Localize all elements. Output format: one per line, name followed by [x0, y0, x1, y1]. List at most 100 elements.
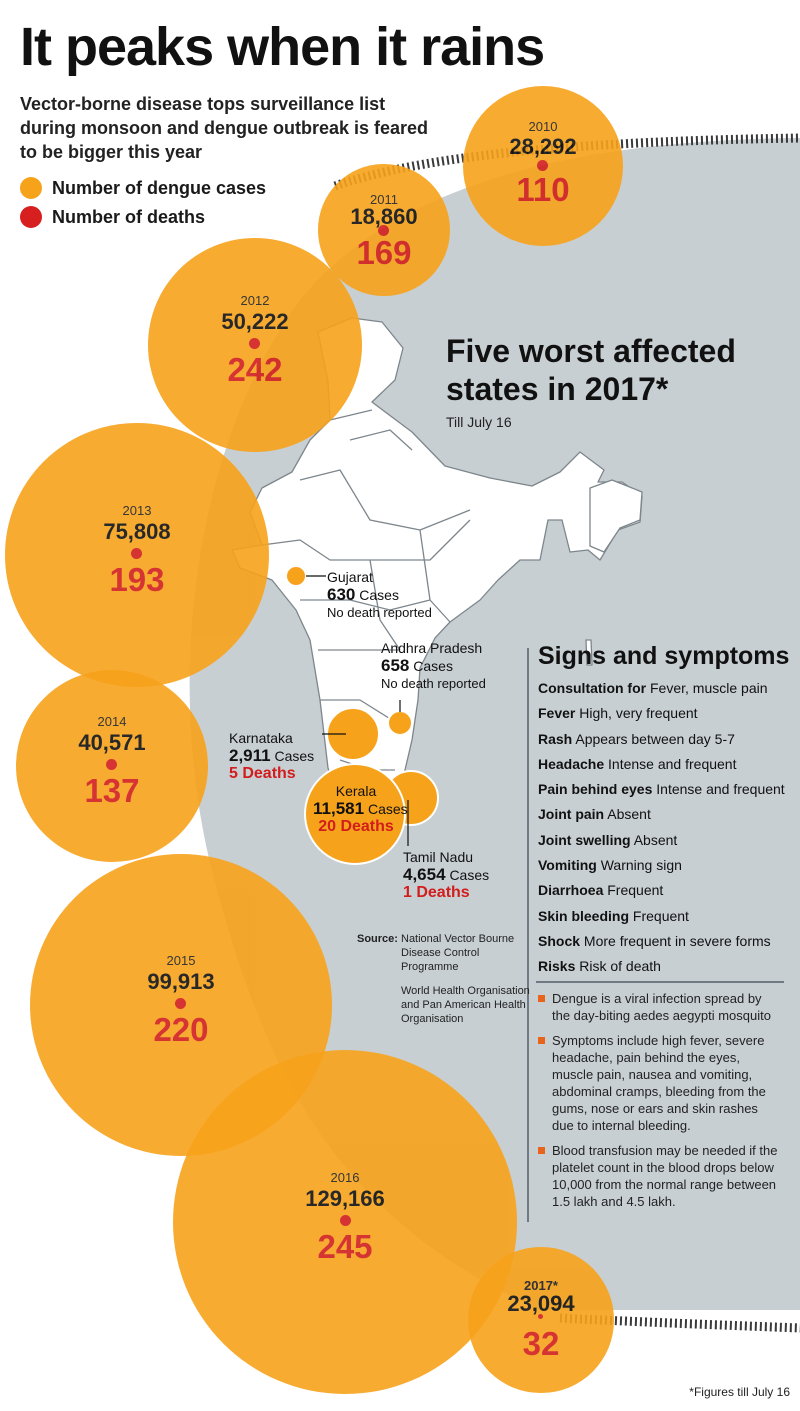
- symptoms-divider: [536, 981, 784, 983]
- state-name: Karnataka: [229, 730, 293, 746]
- state-cases: 4,654: [403, 865, 446, 884]
- bubble-deaths-label: 137: [84, 771, 140, 809]
- fact-text: Blood transfusion may be needed if the p…: [552, 1143, 778, 1209]
- symptom-name: Vomiting: [538, 857, 597, 874]
- bubble-year-label: 2017*: [524, 1277, 558, 1293]
- state-cases-unit: Cases: [449, 867, 490, 883]
- state-label-karnataka: Karnataka 2,911 Cases 5 Deaths: [229, 729, 314, 783]
- state-label-tamil-nadu: Tamil Nadu 4,654 Cases 1 Deaths: [403, 848, 489, 902]
- footnote: *Figures till July 16: [689, 1385, 790, 1399]
- page-title: It peaks when it rains: [20, 17, 545, 77]
- bubble-deaths-label: 110: [516, 171, 570, 209]
- legend-label-deaths: Number of deaths: [52, 207, 206, 227]
- bubble-cases-label: 75,808: [103, 518, 171, 544]
- symptom-name: Joint swelling: [538, 831, 631, 848]
- state-cases-unit: Cases: [274, 748, 315, 764]
- bubble-cases-label: 40,571: [78, 729, 146, 755]
- symptom-item: Joint pain Absent: [538, 802, 796, 827]
- bubble-year-label: 2010: [528, 119, 558, 135]
- symptom-item: Skin bleeding Frequent: [538, 904, 796, 929]
- bubble-death-dot: [538, 1314, 544, 1320]
- symptom-item: Risks Risk of death: [538, 954, 796, 979]
- state-name: Kerala: [335, 783, 377, 799]
- bubble-year-label: 2014: [97, 713, 127, 729]
- state-cases: 2,911: [229, 746, 271, 765]
- legend-swatch-deaths: [20, 206, 42, 228]
- bubble-death-dot: [175, 997, 187, 1009]
- source-item: National Vector Bourne Disease Control P…: [401, 933, 515, 973]
- state-cases: 11,581: [313, 799, 365, 818]
- bubble-death-dot: [339, 1215, 351, 1226]
- state-deaths: No death reported: [381, 676, 486, 691]
- symptom-item: Headache Intense and frequent: [538, 752, 796, 777]
- bubble-cases-label: 28,292: [509, 133, 577, 159]
- bubble-death-dot: [249, 337, 261, 349]
- fact-text: Symptoms include high fever, severe head…: [552, 1033, 766, 1133]
- fact-item: Symptoms include high fever, severe head…: [538, 1032, 778, 1134]
- symptom-value: Warning sign: [600, 857, 682, 874]
- bubble-deaths-label: 32: [522, 1324, 560, 1362]
- state-name: Gujarat: [327, 569, 373, 585]
- symptom-value: Appears between day 5-7: [575, 730, 735, 747]
- facts-list: Dengue is a viral infection spread by th…: [538, 990, 778, 1218]
- bubble-2013: 2013 75,808 193: [5, 423, 269, 687]
- state-cases: 630: [327, 585, 356, 604]
- page-subtitle: Vector-borne disease tops surveillance l…: [20, 94, 429, 162]
- bubble-cases-label: 129,166: [305, 1186, 385, 1211]
- symptom-value: Risk of death: [579, 958, 661, 975]
- state-deaths: No death reported: [327, 605, 432, 620]
- andaman-islands: [585, 639, 593, 666]
- symptom-name: Fever: [538, 705, 576, 722]
- bubble-2016: 2016 129,166 245: [173, 1050, 517, 1394]
- symptom-name: Rash: [538, 730, 573, 747]
- bubble-death-dot: [106, 758, 118, 770]
- map-subtitle: Till July 16: [446, 414, 512, 430]
- bubble-year-label: 2016: [330, 1170, 360, 1185]
- symptoms-list: Consultation for Fever, muscle pain Fever…: [538, 676, 796, 980]
- state-label-kerala: Kerala 11,581 Cases 20 Deaths: [313, 782, 408, 836]
- bubble-cases-label: 23,094: [507, 1290, 575, 1316]
- symptom-item: Diarrhoea Frequent: [538, 878, 796, 903]
- bubble-year-label: 2013: [122, 502, 152, 518]
- source-label: Source:: [357, 933, 398, 945]
- bubble-cases-label: 99,913: [147, 968, 215, 994]
- symptom-item: Rash Appears between day 5-7: [538, 727, 796, 752]
- fact-item: Blood transfusion may be needed if the p…: [538, 1142, 778, 1210]
- symptom-value: More frequent in severe forms: [583, 932, 771, 949]
- bubble-year-label: 2012: [240, 292, 270, 308]
- bubble-deaths-label: 169: [356, 234, 412, 272]
- symptom-value: Fever, muscle pain: [650, 680, 768, 696]
- symptom-value: Intense and frequent: [608, 755, 737, 772]
- symptom-value: Absent: [633, 831, 678, 848]
- source-item: World Health Organisation and Pan Americ…: [401, 985, 530, 1025]
- symptom-value: High, very frequent: [579, 705, 698, 722]
- bubble-death-dot: [378, 224, 390, 236]
- fact-text: Dengue is a viral infection spread by th…: [552, 991, 771, 1023]
- fact-item: Dengue is a viral infection spread by th…: [538, 990, 778, 1024]
- legend-swatch-cases: [20, 177, 42, 199]
- bubble-year-label: 2015: [166, 952, 196, 968]
- state-cases: 658: [381, 656, 410, 675]
- bullet-square-icon: [538, 995, 545, 1002]
- state-label-gujarat: Gujarat 630 Cases No death reported: [327, 568, 432, 622]
- symptom-value: Frequent: [607, 882, 664, 899]
- bubble-year-label: 2011: [370, 192, 398, 208]
- symptom-value: Intense and frequent: [656, 781, 785, 798]
- state-name: Andhra Pradesh: [381, 640, 483, 656]
- symptom-item: Shock More frequent in severe forms: [538, 929, 796, 954]
- symptom-name: Headache: [538, 755, 605, 772]
- symptom-item: Pain behind eyes Intense and frequent: [538, 777, 796, 802]
- state-deaths: 5 Deaths: [229, 765, 296, 782]
- bubble-deaths-label: 245: [317, 1228, 373, 1265]
- legend-cases: Number of dengue cases: [20, 175, 340, 201]
- symptom-name: Shock: [538, 932, 581, 949]
- symptom-item: Joint swelling Absent: [538, 828, 796, 853]
- symptom-name: Pain behind eyes: [538, 781, 653, 798]
- bubble-cases-label: 18,860: [350, 203, 418, 229]
- bubble-deaths-label: 242: [227, 350, 283, 388]
- symptom-value: Absent: [607, 806, 651, 823]
- state-deaths: 1 Deaths: [403, 884, 470, 901]
- state-cases-unit: Cases: [359, 587, 399, 603]
- symptom-name: Joint pain: [538, 806, 605, 823]
- bubble-death-dot: [537, 159, 549, 171]
